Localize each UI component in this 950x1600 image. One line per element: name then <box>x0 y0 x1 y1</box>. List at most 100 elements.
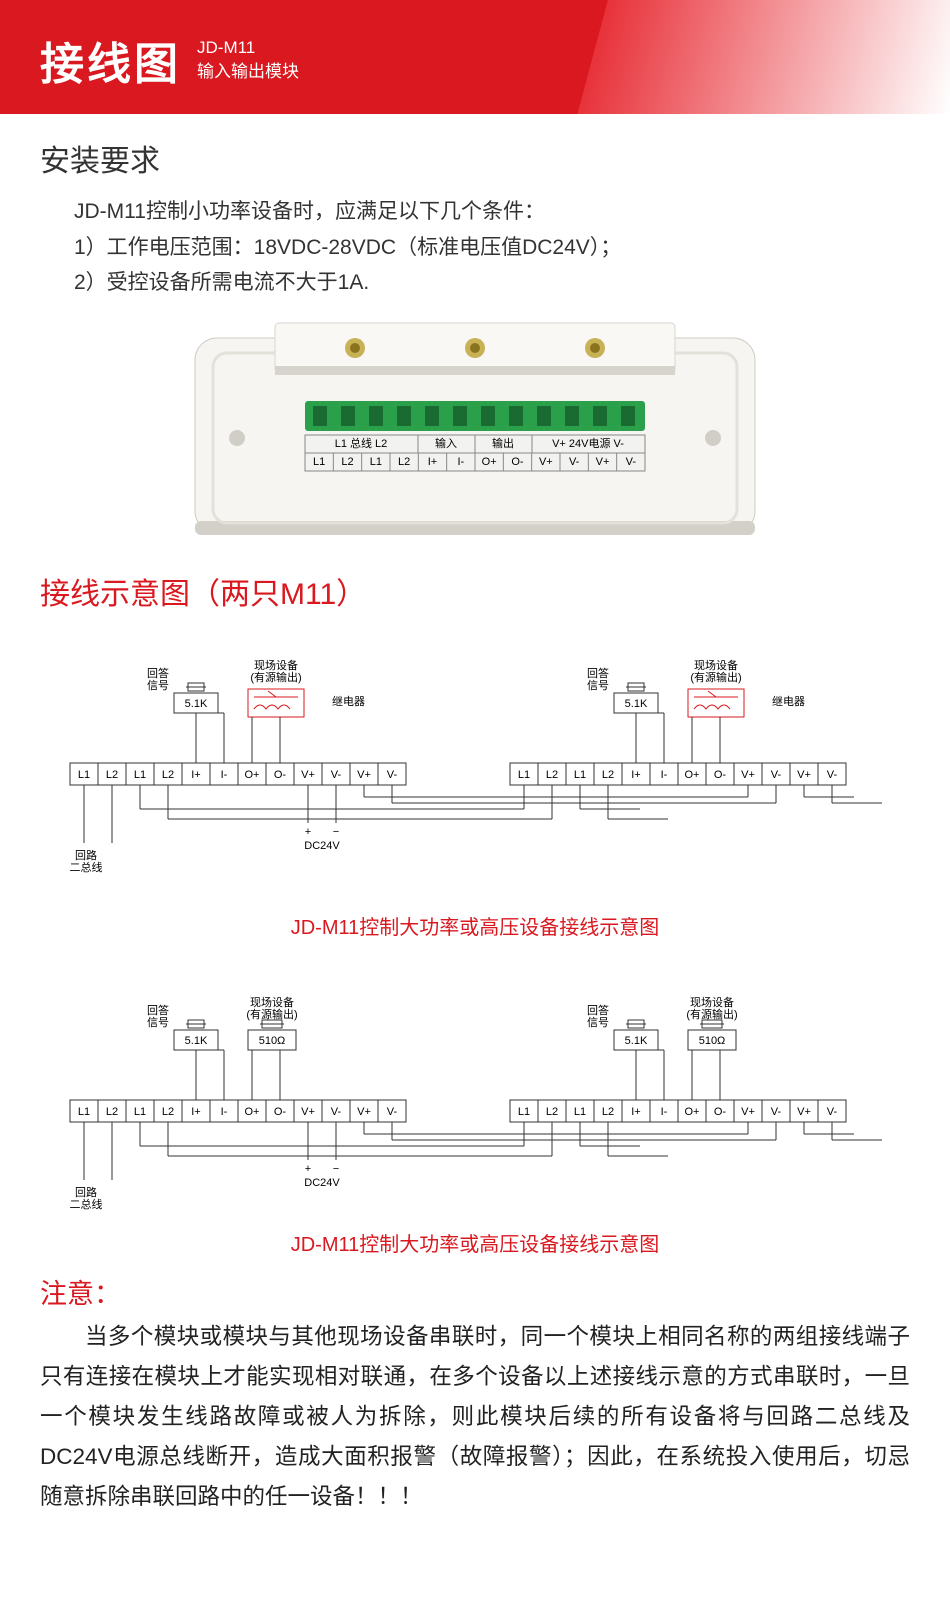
svg-text:+: + <box>305 826 311 838</box>
install-intro: JD-M11控制小功率设备时，应满足以下几个条件： <box>40 194 910 230</box>
header-title: 接线图 <box>40 28 181 92</box>
svg-text:V+: V+ <box>741 1106 755 1118</box>
diagram-1: L1L2L1L2I+I-O+O-V+V-V+V-5.1K回答信号继电器现场设备(… <box>0 613 950 940</box>
device-illustration: L1 总线 L2 输入 输出 V+ 24V电源 V- L1 L2 L1 L2 I+ I- O… <box>0 313 950 553</box>
svg-text:5.1K: 5.1K <box>185 1035 208 1047</box>
svg-text:−: − <box>333 1163 339 1175</box>
svg-text:(有源输出): (有源输出) <box>246 1007 297 1021</box>
svg-text:V+: V+ <box>741 769 755 781</box>
svg-text:−: − <box>333 826 339 838</box>
svg-text:I-: I- <box>457 456 464 468</box>
svg-text:I-: I- <box>221 1106 228 1118</box>
header-model: JD-M11 <box>197 36 299 60</box>
svg-text:L2: L2 <box>106 769 118 781</box>
svg-text:回路: 回路 <box>75 849 97 862</box>
svg-text:V+: V+ <box>357 769 371 781</box>
wiring-heading: 接线示意图（两只M11） <box>0 561 950 613</box>
svg-text:I+: I+ <box>191 769 200 781</box>
svg-text:L1: L1 <box>370 456 382 468</box>
svg-text:O+: O+ <box>685 1106 700 1118</box>
svg-text:L2: L2 <box>602 1106 614 1118</box>
svg-text:二总线: 二总线 <box>70 860 103 874</box>
note-body: 当多个模块或模块与其他现场设备串联时，同一个模块上相同名称的两组接线端子只有连接… <box>0 1317 950 1547</box>
svg-text:V+: V+ <box>357 1106 371 1118</box>
svg-text:L1: L1 <box>518 769 530 781</box>
svg-text:现场设备: 现场设备 <box>690 995 734 1009</box>
svg-text:L1: L1 <box>78 769 90 781</box>
note-title: 注意： <box>0 1267 950 1317</box>
svg-text:L2: L2 <box>341 456 353 468</box>
svg-text:回答: 回答 <box>147 1003 169 1017</box>
dev-top-2: 输出 <box>492 436 514 450</box>
dev-top-3: V+ 24V电源 V- <box>552 436 624 450</box>
svg-text:(有源输出): (有源输出) <box>250 670 301 684</box>
install-line1: 1）工作电压范围：18VDC-28VDC（标准电压值DC24V）； <box>40 230 910 266</box>
svg-text:L1: L1 <box>574 769 586 781</box>
svg-text:信号: 信号 <box>587 679 609 692</box>
svg-text:回答: 回答 <box>587 666 609 680</box>
svg-text:现场设备: 现场设备 <box>254 658 298 672</box>
svg-text:O+: O+ <box>245 1106 260 1118</box>
svg-text:信号: 信号 <box>147 1016 169 1029</box>
svg-text:L1: L1 <box>574 1106 586 1118</box>
svg-text:现场设备: 现场设备 <box>694 658 738 672</box>
svg-text:信号: 信号 <box>587 1016 609 1029</box>
svg-text:V+: V+ <box>301 769 315 781</box>
svg-text:L1: L1 <box>313 456 325 468</box>
svg-text:L2: L2 <box>398 456 410 468</box>
svg-text:V+: V+ <box>797 769 811 781</box>
svg-text:I-: I- <box>661 769 668 781</box>
svg-text:V+: V+ <box>797 1106 811 1118</box>
svg-text:I-: I- <box>221 769 228 781</box>
svg-text:V-: V- <box>827 1106 838 1118</box>
svg-text:I+: I+ <box>428 456 437 468</box>
svg-text:L2: L2 <box>106 1106 118 1118</box>
svg-text:5.1K: 5.1K <box>625 1035 648 1047</box>
svg-text:V+: V+ <box>596 456 610 468</box>
svg-text:信号: 信号 <box>147 679 169 692</box>
svg-text:V+: V+ <box>539 456 553 468</box>
install-line2: 2）受控设备所需电流不大于1A. <box>40 265 910 301</box>
header-banner: 接线图 JD-M11 输入输出模块 <box>0 0 950 114</box>
svg-text:V+: V+ <box>301 1106 315 1118</box>
svg-text:O-: O- <box>511 456 524 468</box>
svg-text:510Ω: 510Ω <box>259 1035 286 1047</box>
svg-text:I+: I+ <box>631 769 640 781</box>
svg-text:DC24V: DC24V <box>304 840 340 852</box>
header-subtitle: 输入输出模块 <box>197 60 299 84</box>
svg-text:O-: O- <box>274 1106 287 1118</box>
svg-text:V-: V- <box>331 769 342 781</box>
svg-text:5.1K: 5.1K <box>625 698 648 710</box>
svg-text:L1: L1 <box>78 1106 90 1118</box>
diagram2-caption: JD-M11控制大功率或高压设备接线示意图 <box>40 1228 910 1257</box>
diagram1-caption: JD-M11控制大功率或高压设备接线示意图 <box>40 911 910 940</box>
svg-text:V-: V- <box>827 769 838 781</box>
svg-text:V-: V- <box>771 1106 782 1118</box>
dev-top-1: 输入 <box>435 436 457 450</box>
svg-text:V-: V- <box>771 769 782 781</box>
svg-text:L1: L1 <box>134 1106 146 1118</box>
svg-text:L1: L1 <box>518 1106 530 1118</box>
svg-text:V-: V- <box>626 456 637 468</box>
svg-text:继电器: 继电器 <box>772 695 805 708</box>
svg-text:现场设备: 现场设备 <box>250 995 294 1009</box>
svg-text:L2: L2 <box>162 1106 174 1118</box>
svg-text:回答: 回答 <box>587 1003 609 1017</box>
svg-text:继电器: 继电器 <box>332 695 365 708</box>
svg-text:DC24V: DC24V <box>304 1177 340 1189</box>
svg-text:O+: O+ <box>245 769 260 781</box>
svg-text:I+: I+ <box>631 1106 640 1118</box>
svg-text:V-: V- <box>387 1106 398 1118</box>
svg-text:回路: 回路 <box>75 1186 97 1199</box>
svg-text:V-: V- <box>387 769 398 781</box>
svg-text:510Ω: 510Ω <box>699 1035 726 1047</box>
svg-text:+: + <box>305 1163 311 1175</box>
dev-top-0: L1 总线 L2 <box>335 436 388 450</box>
svg-text:二总线: 二总线 <box>70 1197 103 1211</box>
install-heading: 安装要求 <box>40 136 910 180</box>
diagram-2: L1L2L1L2I+I-O+O-V+V-V+V-5.1K回答信号510Ω现场设备… <box>0 950 950 1257</box>
svg-text:V-: V- <box>331 1106 342 1118</box>
svg-text:L2: L2 <box>602 769 614 781</box>
svg-text:O-: O- <box>714 769 727 781</box>
svg-text:O+: O+ <box>482 456 497 468</box>
